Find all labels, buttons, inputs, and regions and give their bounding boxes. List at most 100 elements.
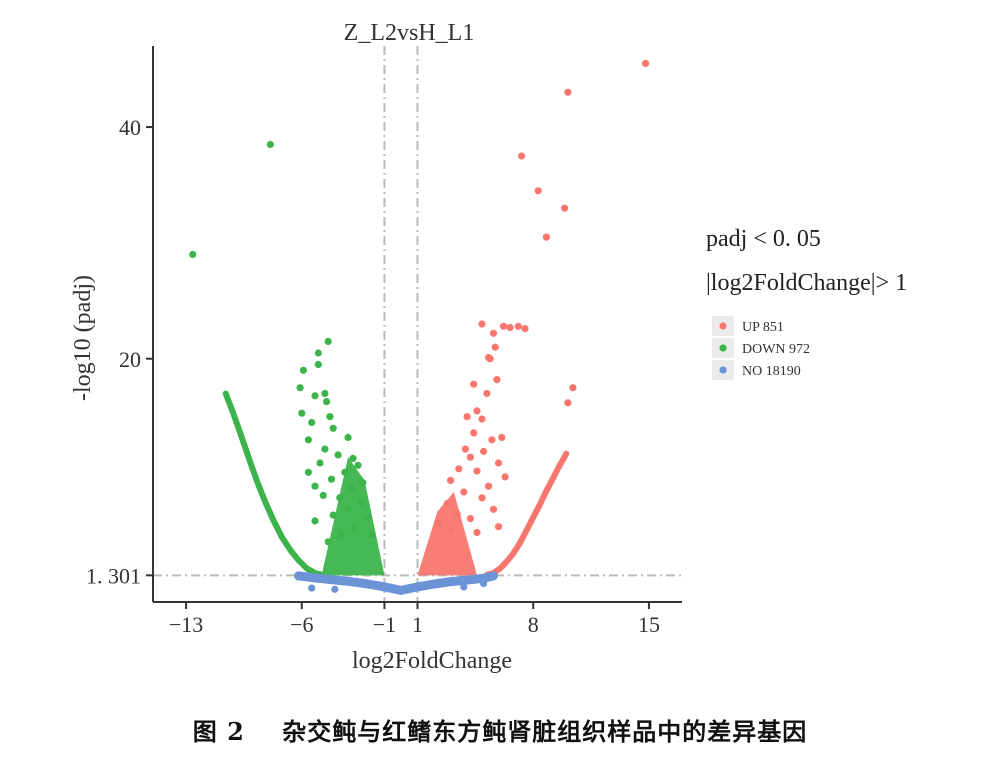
legend-swatch-down [719,344,727,352]
point-down-17 [334,451,342,459]
point-no-0 [308,584,316,592]
point-down-2 [324,337,332,345]
point-up-31 [473,467,481,475]
point-down-33 [311,517,319,525]
point-down-22 [341,468,349,476]
point-up-29 [494,459,503,467]
point-up-41 [435,519,443,527]
point-down-6 [296,384,304,392]
point-up-8 [478,320,486,328]
point-down-18 [349,454,357,462]
volcano-plot: −13 −6 −1 1 8 15 1. 301 20 40 Z_L2vsH_L1 log2Fol… [12,8,952,686]
point-down-20 [354,461,362,469]
point-up-38 [489,505,498,513]
point-up-30 [455,465,463,473]
point-up-1 [564,88,572,96]
x-tick-label-5: 15 [638,612,660,637]
legend-swatch-no [719,366,727,374]
point-no-4 [380,583,388,591]
point-no-2 [460,583,468,591]
legend-title-line2: |log2FoldChange|> 1 [706,270,907,296]
curve-down-edge [222,390,325,578]
point-up-18 [470,380,478,388]
point-down-21 [304,468,312,476]
point-up-4 [561,204,569,212]
chart-title: Z_L2vsH_L1 [344,20,475,46]
point-up-11 [506,323,514,332]
figure-label: 图 2 [192,717,245,746]
point-down-31 [329,511,337,519]
point-up-43 [473,528,481,537]
y-tick-label-0: 1. 301 [86,563,141,588]
point-up-27 [480,447,488,455]
point-down-28 [319,491,327,499]
point-down-29 [357,498,365,506]
point-up-17 [493,376,501,384]
point-up-24 [488,436,496,444]
point-up-28 [466,453,474,461]
x-tick-label-1: −6 [290,612,313,637]
point-up-6 [569,384,577,392]
point-down-10 [298,409,306,417]
point-down-27 [336,494,344,502]
point-no-3 [480,579,488,588]
point-up-34 [485,482,493,490]
point-up-7 [564,399,572,407]
point-up-36 [478,494,486,502]
point-down-4 [299,366,307,374]
x-tick-label-2: −1 [373,612,396,637]
point-down-16 [321,445,329,453]
point-up-25 [498,433,506,442]
point-down-15 [304,436,312,444]
legend-label-no: NO 18190 [742,364,801,379]
point-up-0 [642,59,650,67]
point-no-1 [331,585,339,593]
point-up-21 [463,413,471,421]
point-up-3 [534,187,542,195]
curve-no-band [294,571,498,595]
point-down-5 [314,360,322,369]
legend-label-down: DOWN 972 [742,342,810,357]
point-down-14 [344,433,352,442]
curve-up-edge [483,450,570,578]
point-up-19 [483,389,491,398]
points-layer [189,59,650,593]
point-down-7 [311,392,319,400]
point-up-12 [514,322,522,330]
volcano-plot-svg: −13 −6 −1 1 8 15 1. 301 20 40 Z_L2vsH_L1 log2Fol… [70,20,907,674]
point-up-22 [478,415,486,423]
point-up-15 [485,354,493,362]
down-cluster-fill [321,457,385,576]
point-up-26 [461,445,469,453]
legend-items: UP 851 DOWN 972 NO 18190 [712,316,810,380]
point-up-35 [460,488,468,496]
point-down-3 [314,349,322,357]
point-no-5 [417,583,425,591]
legend-title-line1: padj < 0. 05 [706,226,821,252]
point-up-40 [466,515,474,523]
x-tick-label-4: 8 [528,612,539,637]
point-down-9 [323,398,331,406]
point-down-13 [329,424,337,432]
point-down-37 [324,538,332,546]
point-up-44 [494,523,503,531]
point-up-32 [501,473,509,481]
x-tick-label-3: 1 [412,612,423,637]
point-up-33 [447,476,455,484]
point-down-12 [308,418,316,427]
figure-caption: 图 2 杂交鲀与红鳍东方鲀肾脏组织样品中的差异基因 [0,712,1000,747]
x-axis-title: log2FoldChange [352,648,512,674]
point-up-13 [521,325,529,333]
point-up-16 [491,343,499,351]
point-down-25 [311,482,319,490]
point-down-34 [351,524,359,532]
point-down-11 [326,413,334,421]
point-up-39 [453,510,461,518]
point-down-1 [189,250,197,259]
point-down-26 [347,484,355,493]
point-down-8 [321,389,329,398]
point-down-0 [266,140,274,149]
guide-lines-layer [153,46,682,602]
legend-label-up: UP 851 [742,320,784,335]
cluster-band-layer [222,390,570,595]
